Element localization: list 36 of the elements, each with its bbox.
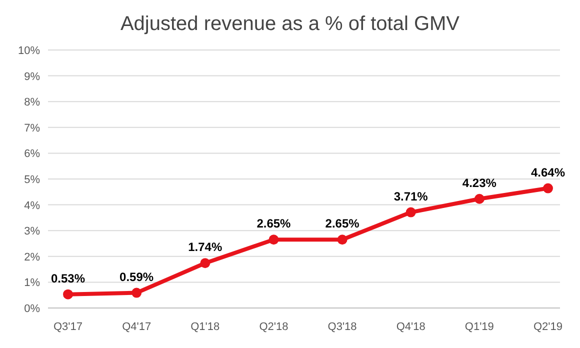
y-tick-label: 10%: [18, 45, 40, 57]
y-tick-label: 0%: [24, 303, 40, 315]
data-label: 1.74%: [188, 240, 222, 254]
point: [474, 194, 484, 204]
data-label: 4.23%: [462, 176, 497, 190]
point: [337, 234, 348, 245]
y-tick-label: 5%: [24, 174, 40, 186]
data-label: 4.64%: [530, 165, 566, 180]
y-tick-label: 2%: [24, 251, 40, 264]
point: [63, 289, 73, 300]
point: [268, 234, 279, 245]
y-tick-label: 6%: [24, 148, 40, 160]
x-tick-label: Q4'17: [122, 321, 152, 333]
y-tick-label: 3%: [24, 226, 40, 238]
x-tick-label: Q2'18: [259, 321, 288, 333]
point: [543, 183, 553, 194]
y-tick-label: 7%: [24, 122, 40, 134]
chart-title: Adjusted revenue as a % of total GMV: [120, 13, 460, 35]
data-label: 3.71%: [394, 189, 428, 204]
point: [406, 207, 416, 218]
y-tick-label: 1%: [24, 277, 40, 290]
y-tick-label: 8%: [24, 96, 40, 109]
point: [132, 288, 142, 298]
x-tick-label: Q2'19: [533, 321, 563, 333]
y-tick-label: 9%: [24, 70, 40, 83]
x-tick-label: Q1'18: [190, 321, 220, 333]
data-label: 0.53%: [50, 271, 86, 286]
x-tick-label: Q3'17: [53, 321, 83, 333]
x-tick-label: Q1'19: [464, 321, 494, 333]
y-tick-label: 4%: [24, 200, 40, 212]
data-label: 2.65%: [325, 216, 360, 231]
x-tick-label: Q4'18: [396, 321, 426, 333]
data-label: 0.59%: [120, 270, 154, 284]
point: [200, 258, 210, 268]
x-tick-label: Q3'18: [328, 321, 357, 333]
data-label: 2.65%: [256, 216, 292, 231]
